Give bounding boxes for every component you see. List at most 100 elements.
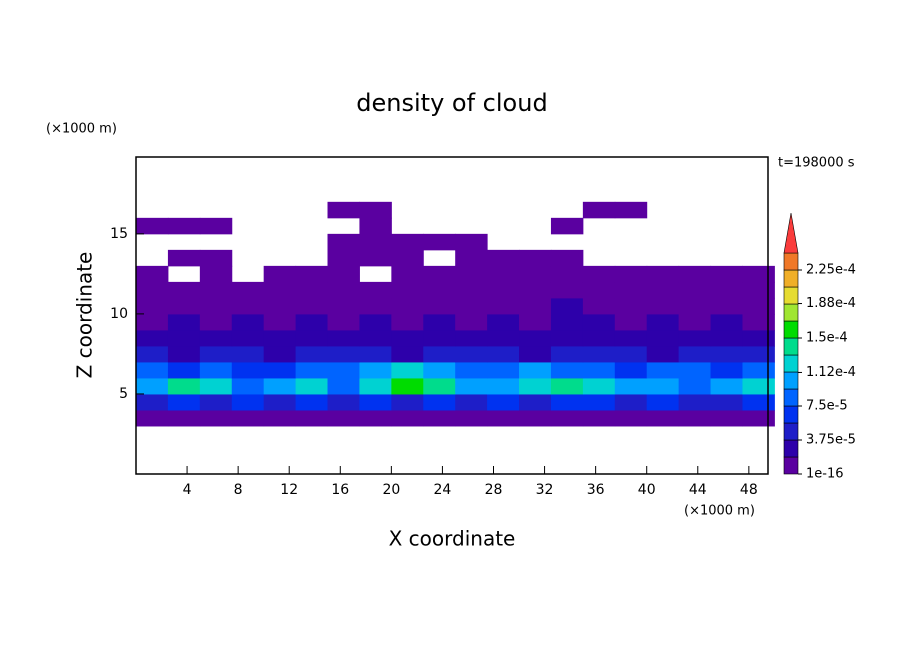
contour-cell [136, 329, 169, 347]
contour-cell [646, 345, 680, 363]
contour-cell [327, 281, 360, 299]
contour-cell [199, 409, 233, 427]
contour-cell [742, 345, 775, 363]
contour-cell [614, 313, 648, 331]
contour-cell [582, 201, 616, 219]
contour-cell [710, 361, 743, 379]
colorbar-box [783, 371, 799, 390]
contour-cell [167, 377, 201, 395]
contour-cell [199, 345, 233, 363]
contour-cell [614, 281, 648, 299]
contour-cell [295, 361, 329, 379]
contour-cell [582, 297, 616, 315]
contour-cell [550, 329, 584, 347]
contour-cell [359, 361, 392, 379]
contour-cell [263, 297, 297, 315]
contour-cell [455, 377, 488, 395]
contour-cell [263, 265, 297, 283]
contour-cell [710, 377, 743, 395]
contour-cell [167, 409, 201, 427]
contour-cell [167, 345, 201, 363]
contour-cell [199, 329, 233, 347]
contour-cell [136, 361, 169, 379]
contour-cell [295, 345, 329, 363]
contour-cell [231, 361, 265, 379]
x-tick-label: 4 [183, 482, 192, 498]
contour-cell [455, 329, 488, 347]
contour-cell [167, 313, 201, 331]
contour-cell [582, 281, 616, 299]
contour-cell [263, 361, 297, 379]
contour-cell [678, 377, 712, 395]
contour-cell [519, 249, 552, 267]
contour-cell [550, 345, 584, 363]
contour-cell [455, 313, 488, 331]
contour-cell [136, 409, 169, 427]
contour-cell [710, 313, 743, 331]
contour-cell [327, 329, 360, 347]
contour-cell [199, 313, 233, 331]
colorbar-box [783, 252, 799, 271]
colorbar-box [783, 439, 799, 458]
contour-cell [423, 377, 456, 395]
contour-cell [136, 265, 169, 283]
contour-cell [519, 297, 552, 315]
contour-cell [295, 393, 329, 411]
contour-cell [678, 409, 712, 427]
contour-cell [423, 329, 456, 347]
contour-cell [742, 329, 775, 347]
contour-cell [423, 265, 456, 283]
x-tick-label: 12 [280, 482, 298, 498]
contour-cell [231, 377, 265, 395]
contour-cell [167, 361, 201, 379]
contour-cell [550, 361, 584, 379]
contour-cell [710, 281, 743, 299]
contour-cell [742, 377, 775, 395]
contour-cell [391, 393, 424, 411]
contour-cell [263, 377, 297, 395]
contour-cell [678, 297, 712, 315]
chart-title: density of cloud [356, 89, 547, 117]
annotation: t=198000 s [778, 156, 855, 171]
contour-cell [136, 345, 169, 363]
contour-cell [391, 409, 424, 427]
colorbar-box [783, 354, 799, 373]
y-axis-label: Z coordinate [73, 252, 97, 379]
contour-cell [423, 409, 456, 427]
contour-cell [327, 233, 360, 251]
contour-cell [582, 313, 616, 331]
contour-cell [455, 393, 488, 411]
contour-cell [391, 233, 424, 251]
contour-cell [327, 201, 360, 219]
contour-cell [742, 281, 775, 299]
contour-cell [614, 265, 648, 283]
contour-cell [646, 297, 680, 315]
contour-cell [550, 217, 584, 235]
y-tick-label: 10 [110, 306, 128, 322]
contour-cell [550, 265, 584, 283]
contour-cell [550, 393, 584, 411]
contour-cell [231, 345, 265, 363]
contour-cell [487, 393, 520, 411]
y-unit: (×1000 m) [46, 122, 117, 137]
colorbar-box [783, 405, 799, 424]
contour-cell [295, 329, 329, 347]
contour-cell [455, 409, 488, 427]
colorbar-tick-label: 7.5e-5 [806, 399, 848, 414]
contour-cell [455, 345, 488, 363]
contour-cell [550, 313, 584, 331]
contour-cell [167, 217, 201, 235]
contour-cell [359, 345, 392, 363]
contour-cell [359, 393, 392, 411]
contour-cell [582, 393, 616, 411]
contour-cell [295, 313, 329, 331]
x-tick-label: 20 [382, 482, 400, 498]
contour-cell [263, 393, 297, 411]
contour-cell [710, 329, 743, 347]
contour-cell [646, 361, 680, 379]
colorbar-box [783, 337, 799, 356]
contour-cell [391, 361, 424, 379]
colorbar-tick-label: 2.25e-4 [806, 263, 856, 278]
contour-cell [359, 233, 392, 251]
contour-cell [519, 409, 552, 427]
